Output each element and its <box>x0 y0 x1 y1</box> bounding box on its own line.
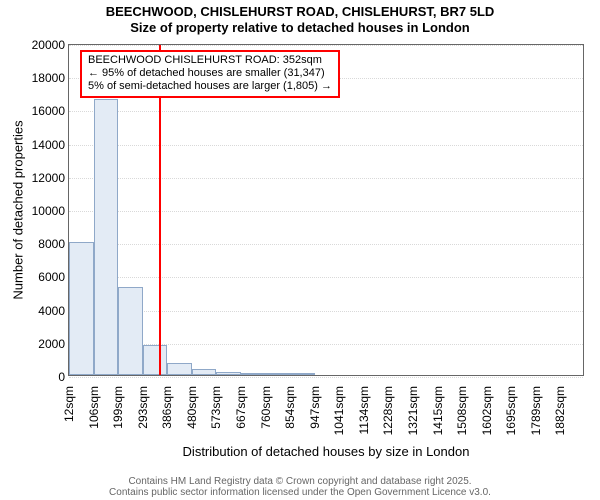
x-tick-label: 1789sqm <box>529 386 543 435</box>
x-tick-label: 1415sqm <box>431 386 445 435</box>
histogram-bar <box>192 369 217 375</box>
gridline <box>69 178 583 179</box>
annotation-box: BEECHWOOD CHISLEHURST ROAD: 352sqm ← 95%… <box>80 50 340 98</box>
histogram-bar <box>69 242 94 375</box>
footer-line1: Contains HM Land Registry data © Crown c… <box>0 476 600 487</box>
x-tick-label: 1882sqm <box>553 386 567 435</box>
y-tick-label: 14000 <box>32 138 65 152</box>
chart-title-line1: BEECHWOOD, CHISLEHURST ROAD, CHISLEHURST… <box>0 4 600 20</box>
chart-title-line2: Size of property relative to detached ho… <box>0 20 600 36</box>
x-tick-label: 106sqm <box>87 386 101 429</box>
y-tick-label: 20000 <box>32 38 65 52</box>
gridline <box>69 145 583 146</box>
gridline <box>69 45 583 46</box>
y-tick-label: 0 <box>58 370 65 384</box>
chart-container: BEECHWOOD, CHISLEHURST ROAD, CHISLEHURST… <box>0 0 600 500</box>
histogram-bar <box>118 287 143 375</box>
gridline <box>69 377 583 378</box>
x-tick-label: 1228sqm <box>381 386 395 435</box>
x-tick-label: 293sqm <box>136 386 150 429</box>
x-tick-label: 573sqm <box>209 386 223 429</box>
y-tick-label: 6000 <box>38 270 65 284</box>
x-tick-label: 1321sqm <box>406 386 420 435</box>
y-axis-label: Number of detached properties <box>11 120 26 299</box>
x-tick-label: 760sqm <box>259 386 273 429</box>
footer-line2: Contains public sector information licen… <box>0 487 600 498</box>
x-tick-label: 1695sqm <box>504 386 518 435</box>
gridline <box>69 244 583 245</box>
histogram-bar <box>94 99 119 375</box>
y-tick-label: 12000 <box>32 171 65 185</box>
y-tick-label: 8000 <box>38 237 65 251</box>
y-tick-label: 10000 <box>32 204 65 218</box>
x-tick-label: 1134sqm <box>357 386 371 434</box>
chart-title-block: BEECHWOOD, CHISLEHURST ROAD, CHISLEHURST… <box>0 0 600 35</box>
annotation-line2: ← 95% of detached houses are smaller (31… <box>88 67 332 80</box>
histogram-bar <box>216 372 241 375</box>
gridline <box>69 311 583 312</box>
gridline <box>69 277 583 278</box>
x-tick-label: 1508sqm <box>455 386 469 435</box>
y-tick-label: 18000 <box>32 71 65 85</box>
footer-credit: Contains HM Land Registry data © Crown c… <box>0 476 600 498</box>
x-tick-label: 12sqm <box>62 386 76 422</box>
annotation-line3: 5% of semi-detached houses are larger (1… <box>88 80 332 93</box>
histogram-bar <box>167 363 192 375</box>
gridline <box>69 211 583 212</box>
x-tick-label: 386sqm <box>160 386 174 429</box>
histogram-bar <box>143 345 168 375</box>
x-tick-label: 199sqm <box>111 386 125 429</box>
gridline <box>69 111 583 112</box>
x-tick-label: 947sqm <box>308 386 322 429</box>
histogram-bar <box>290 373 315 375</box>
x-tick-label: 480sqm <box>185 386 199 429</box>
x-tick-label: 1602sqm <box>480 386 494 435</box>
x-tick-label: 667sqm <box>234 386 248 429</box>
x-tick-label: 854sqm <box>283 386 297 429</box>
annotation-line1: BEECHWOOD CHISLEHURST ROAD: 352sqm <box>88 54 332 67</box>
y-tick-label: 2000 <box>38 337 65 351</box>
x-axis-label: Distribution of detached houses by size … <box>183 444 470 459</box>
x-tick-label: 1041sqm <box>332 386 346 435</box>
y-tick-label: 16000 <box>32 104 65 118</box>
histogram-bar <box>241 373 266 375</box>
histogram-bar <box>266 373 291 375</box>
y-tick-label: 4000 <box>38 304 65 318</box>
